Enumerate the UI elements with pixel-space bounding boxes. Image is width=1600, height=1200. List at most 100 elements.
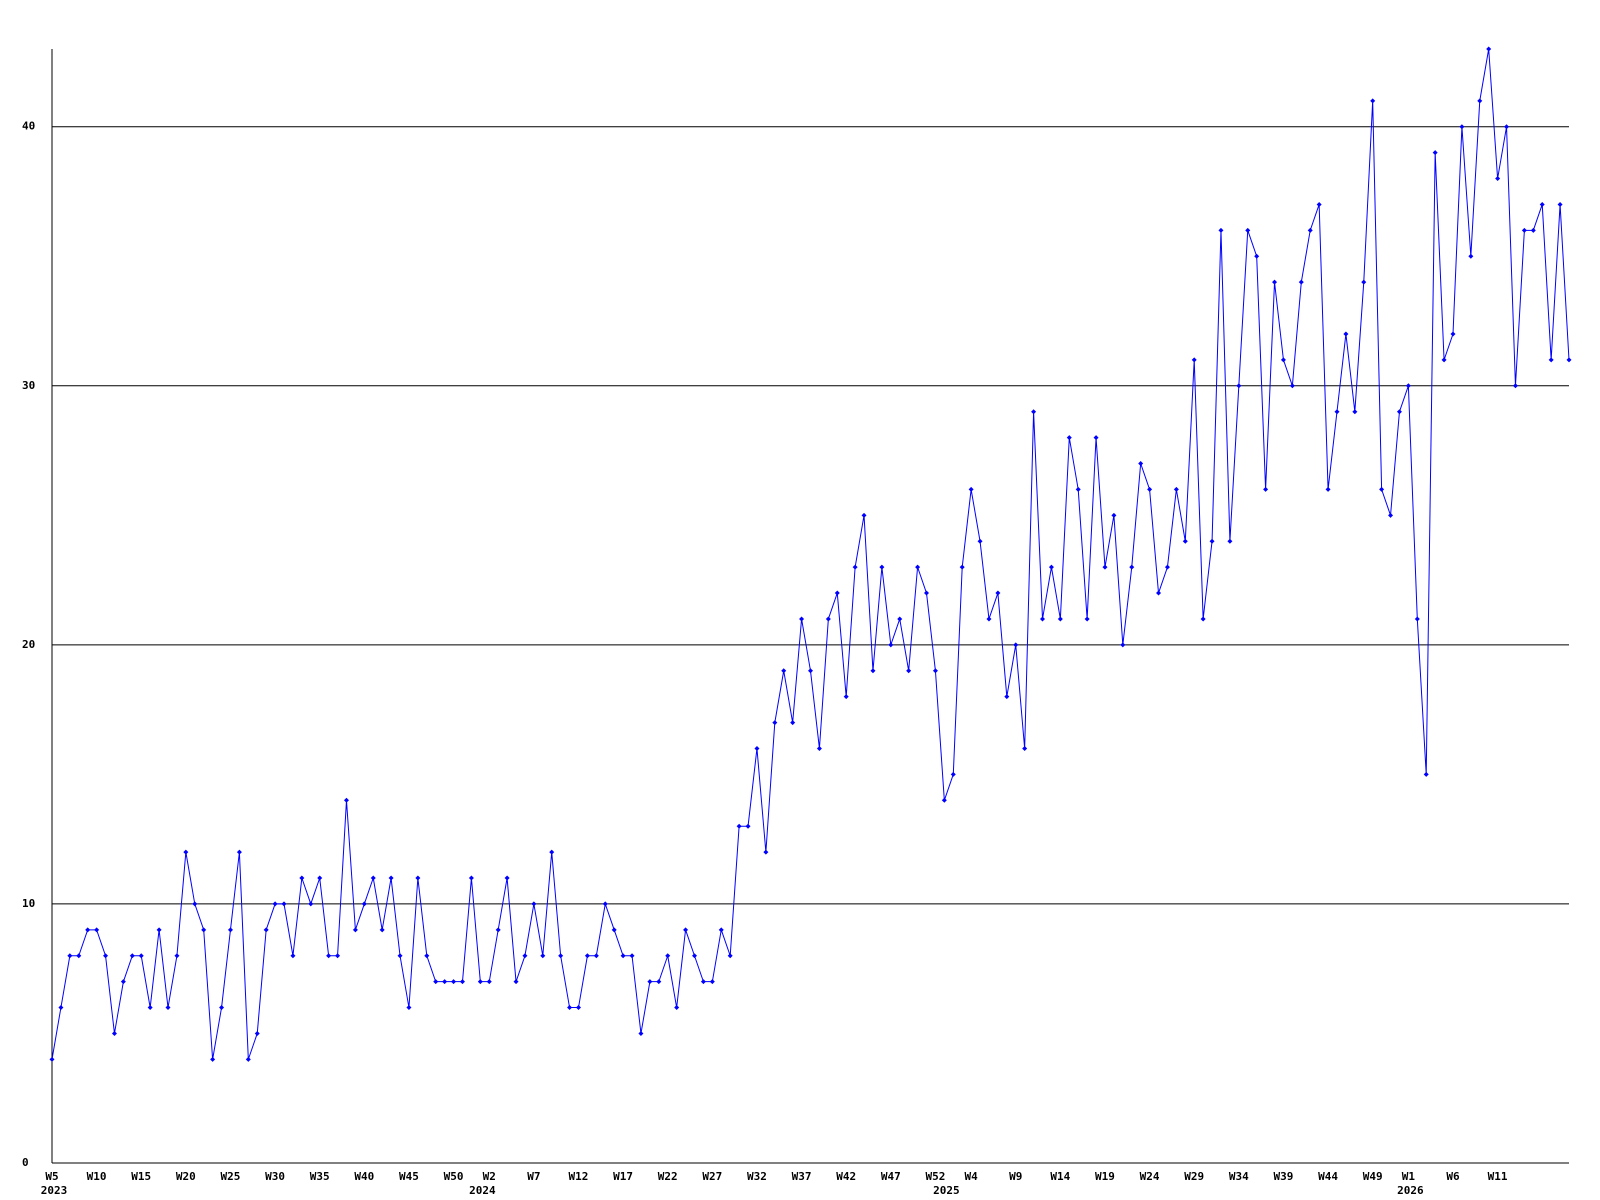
data-point [272, 901, 278, 907]
data-point [593, 953, 599, 959]
data-point [504, 875, 510, 881]
x-tick-label: W39 [1274, 1170, 1294, 1183]
data-point [120, 979, 126, 985]
data-point [147, 1005, 153, 1011]
data-point [1289, 383, 1295, 389]
data-point [977, 538, 983, 544]
x-tick-label: W6 [1446, 1170, 1460, 1183]
data-point [138, 953, 144, 959]
x-tick-label: W27 [702, 1170, 722, 1183]
data-point [451, 979, 457, 985]
data-point [49, 1056, 55, 1062]
data-point [549, 849, 555, 855]
data-point [317, 875, 323, 881]
data-point [1093, 435, 1099, 441]
year-label: 2026 [1397, 1184, 1424, 1197]
data-point [1254, 253, 1260, 259]
data-point [834, 590, 840, 596]
data-point [343, 797, 349, 803]
data-point [183, 849, 189, 855]
data-point [1352, 409, 1358, 415]
data-point [915, 564, 921, 570]
data-point [540, 953, 546, 959]
data-point [825, 616, 831, 622]
data-point [459, 979, 465, 985]
data-point [1075, 486, 1081, 492]
y-tick-label: 10 [22, 897, 35, 910]
data-point [1280, 357, 1286, 363]
x-tick-label: W42 [836, 1170, 856, 1183]
y-tick-label: 0 [22, 1156, 29, 1169]
data-point [201, 927, 207, 933]
data-point [745, 823, 751, 829]
data-point [1263, 486, 1269, 492]
data-point [1236, 383, 1242, 389]
x-tick-label: W4 [964, 1170, 978, 1183]
data-point [1298, 279, 1304, 285]
data-point [1031, 409, 1037, 415]
x-tick-label: W34 [1229, 1170, 1249, 1183]
x-tick-label: W17 [613, 1170, 633, 1183]
data-point [1548, 357, 1554, 363]
x-tick-label: W44 [1318, 1170, 1338, 1183]
data-point [1307, 227, 1313, 233]
data-point [861, 512, 867, 518]
data-point [1182, 538, 1188, 544]
data-point [709, 979, 715, 985]
data-point [790, 720, 796, 726]
data-point [727, 953, 733, 959]
x-tick-label: W22 [658, 1170, 678, 1183]
data-point [236, 849, 242, 855]
data-point [1057, 616, 1063, 622]
data-point [85, 927, 91, 933]
x-tick-label: W47 [881, 1170, 901, 1183]
data-point [799, 616, 805, 622]
data-point [486, 979, 492, 985]
data-point [932, 668, 938, 674]
data-point [950, 771, 956, 777]
x-tick-label: W50 [444, 1170, 464, 1183]
data-point [1530, 227, 1536, 233]
data-point [1566, 357, 1572, 363]
data-point [1066, 435, 1072, 441]
data-point [1173, 486, 1179, 492]
data-point [629, 953, 635, 959]
data-point [1468, 253, 1474, 259]
data-point [691, 953, 697, 959]
data-point [736, 823, 742, 829]
data-point [227, 927, 233, 933]
data-point [924, 590, 930, 596]
series-line [51, 48, 1570, 1060]
x-tick-label: W35 [310, 1170, 330, 1183]
data-point [1325, 486, 1331, 492]
x-tick-label: W45 [399, 1170, 419, 1183]
data-point [174, 953, 180, 959]
x-tick-label: W40 [354, 1170, 374, 1183]
x-tick-label: W10 [87, 1170, 107, 1183]
data-point [1084, 616, 1090, 622]
x-tick-label: W5 [45, 1170, 58, 1183]
data-point [468, 875, 474, 881]
data-point [477, 979, 483, 985]
data-point [1218, 227, 1224, 233]
x-tick-label: W52 [925, 1170, 945, 1183]
data-point [1209, 538, 1215, 544]
year-label: 2025 [933, 1184, 960, 1197]
data-point [397, 953, 403, 959]
x-tick-label: W37 [792, 1170, 812, 1183]
year-label: 2024 [469, 1184, 496, 1197]
x-tick-label: W20 [176, 1170, 196, 1183]
data-point [888, 642, 894, 648]
data-point [67, 953, 73, 959]
data-point [1200, 616, 1206, 622]
x-tick-label: W12 [569, 1170, 589, 1183]
data-point [1245, 227, 1251, 233]
data-point [192, 901, 198, 907]
data-point [1004, 694, 1010, 700]
data-point [986, 616, 992, 622]
data-point [1486, 46, 1492, 52]
data-point [638, 1030, 644, 1036]
data-point [772, 720, 778, 726]
data-point [647, 979, 653, 985]
